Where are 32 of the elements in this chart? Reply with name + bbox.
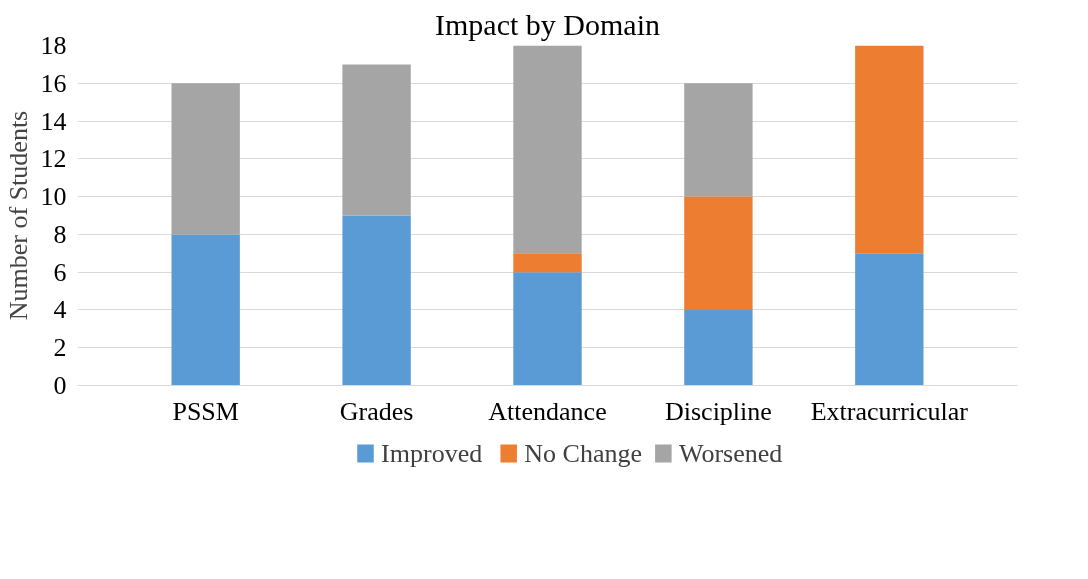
- bar: [513, 45, 582, 254]
- bar: [513, 253, 582, 273]
- y-tick-label: 18: [40, 31, 67, 60]
- legend-label: No Change: [524, 439, 642, 468]
- bar: [684, 83, 753, 197]
- y-tick-label: 8: [53, 219, 67, 249]
- x-tick-label: Extracurricular: [810, 396, 969, 426]
- chart-title: Impact by Domain: [435, 7, 660, 41]
- y-tick-label: 4: [53, 295, 67, 325]
- bar: [342, 64, 411, 216]
- legend-label: Improved: [381, 439, 483, 468]
- bar: [684, 196, 753, 310]
- bar: [171, 234, 240, 386]
- y-tick-label: 16: [40, 68, 67, 98]
- y-tick-label: 12: [40, 144, 67, 174]
- x-tick-label: Attendance: [488, 396, 607, 426]
- bar: [513, 272, 582, 386]
- y-tick-label: 14: [40, 106, 67, 136]
- x-tick-label: Discipline: [664, 396, 772, 426]
- y-tick-label: 2: [53, 333, 67, 363]
- bar: [855, 253, 924, 386]
- bar: [342, 215, 411, 386]
- x-tick-label: Grades: [339, 396, 414, 426]
- y-tick-label: 6: [53, 257, 67, 287]
- y-tick-label: 0: [53, 371, 67, 400]
- bar: [684, 309, 753, 386]
- legend-label: Worsened: [678, 439, 783, 468]
- x-tick-label: PSSM: [172, 396, 239, 426]
- y-axis-title: Number of Students: [3, 110, 33, 321]
- bar: [855, 45, 924, 254]
- y-tick-label: 10: [40, 182, 67, 212]
- bar: [171, 83, 240, 235]
